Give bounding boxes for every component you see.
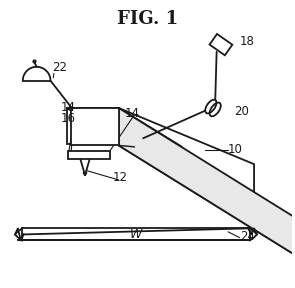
Text: W: W	[130, 228, 142, 241]
Polygon shape	[67, 108, 182, 148]
Bar	[68, 151, 110, 159]
Text: 24: 24	[240, 230, 255, 243]
Text: 16: 16	[61, 112, 76, 125]
Polygon shape	[71, 108, 119, 145]
Ellipse shape	[205, 100, 217, 113]
Polygon shape	[209, 34, 232, 55]
Polygon shape	[67, 108, 254, 202]
Polygon shape	[71, 108, 182, 147]
Text: 18: 18	[240, 35, 255, 48]
Polygon shape	[119, 108, 295, 256]
Text: FIG. 1: FIG. 1	[117, 10, 178, 28]
Text: 20: 20	[234, 105, 249, 118]
Text: 10: 10	[228, 143, 243, 156]
Text: 14: 14	[61, 101, 76, 114]
Text: 22: 22	[53, 60, 68, 73]
Polygon shape	[67, 108, 119, 144]
Text: 12: 12	[113, 171, 128, 184]
Polygon shape	[71, 108, 295, 256]
Text: 14: 14	[124, 107, 140, 120]
